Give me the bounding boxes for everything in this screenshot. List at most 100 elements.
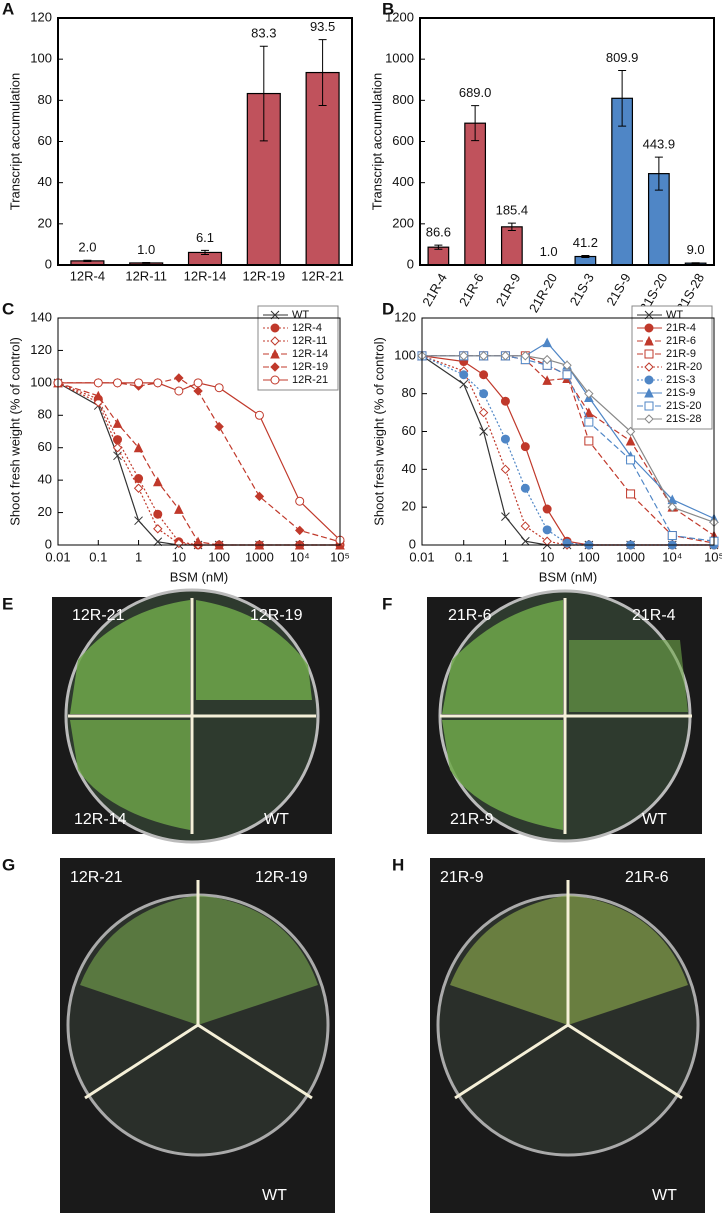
value-label: 185.4 [496, 203, 529, 218]
marker [667, 502, 677, 512]
error-bar [618, 70, 627, 127]
photo-label: WT [652, 1187, 677, 1204]
y-tick-label: 0 [409, 536, 416, 551]
marker [479, 389, 489, 399]
y-tick-label: 100 [30, 51, 52, 66]
marker [134, 516, 143, 526]
value-label: 689.0 [459, 85, 492, 100]
x-tick-label: 12R-4 [70, 268, 105, 283]
marker [501, 512, 510, 521]
legend-label: WT [666, 309, 683, 321]
legend-marker [644, 401, 654, 411]
legend-label: 12R-14 [292, 348, 328, 360]
value-label: 1.0 [540, 244, 558, 259]
marker [153, 537, 163, 547]
marker [584, 407, 594, 418]
marker [542, 504, 552, 514]
marker [93, 378, 103, 388]
legend-label: 21S-9 [666, 387, 695, 399]
seedlings [80, 895, 198, 1025]
legend-label: 21R-20 [666, 361, 702, 373]
chart-panel: B Transcript accumulation 0 200 400 600 800 100… [369, 0, 715, 315]
plot-frame [57, 17, 353, 266]
y-tick-label: 100 [30, 374, 52, 389]
seedlings [450, 895, 568, 1025]
marker [113, 378, 123, 388]
legend-marker [644, 414, 654, 424]
seedlings [442, 720, 563, 830]
marker [214, 421, 224, 432]
x-tick-label: 0.01 [45, 549, 70, 564]
plot-frame [419, 17, 715, 266]
marker [134, 378, 144, 388]
marker [214, 383, 224, 393]
y-tick-label: 60 [38, 439, 52, 454]
y-tick-label: 120 [30, 342, 52, 357]
panel-letter: A [2, 0, 14, 18]
photo-label: 21R-9 [450, 811, 494, 828]
legend-label: 12R-21 [292, 374, 328, 386]
y-tick-label: 80 [38, 407, 52, 422]
y-axis-label: Transcript accumulation [7, 73, 22, 211]
x-tick-label: 21R-20 [526, 271, 560, 315]
value-label: 41.2 [573, 235, 598, 250]
marker [133, 483, 144, 493]
x-tick-label: 21S-9 [603, 271, 633, 309]
divider [454, 1023, 569, 1100]
legend-label: 21R-9 [666, 348, 696, 360]
legend-label: 12R-19 [292, 361, 328, 373]
divider [567, 1023, 683, 1100]
panel-letter: G [2, 855, 15, 874]
legend: WT21R-421R-621R-921R-2021S-321S-921S-202… [631, 305, 713, 430]
marker [153, 524, 163, 534]
error-bar [434, 244, 443, 250]
bar [427, 246, 450, 266]
marker [542, 375, 552, 385]
marker [152, 476, 163, 487]
marker [500, 351, 511, 361]
marker [520, 521, 531, 531]
seedlings [70, 600, 190, 714]
marker [459, 379, 469, 389]
bar [464, 122, 487, 266]
marker [193, 536, 203, 547]
seedlings [569, 640, 688, 712]
y-axis-label: Shoot fresh weight (% of control) [7, 337, 22, 526]
photo-label: 21R-6 [448, 607, 492, 624]
marker [626, 489, 636, 499]
legend-box [257, 305, 339, 391]
marker [174, 373, 184, 383]
marker [174, 538, 184, 549]
marker [153, 378, 163, 388]
marker [479, 370, 489, 380]
marker [93, 390, 104, 401]
plot-frame [57, 317, 341, 546]
y-tick-label: 140 [30, 309, 52, 324]
chart-panel: A Transcript accumulation 0 20 40 60 80 100 120 2… [2, 0, 353, 283]
marker [626, 455, 636, 465]
legend-marker [644, 335, 654, 346]
panel-letter: E [2, 594, 13, 613]
y-tick-label: 1200 [385, 9, 414, 24]
photo-f: F 21R-6 21R-4 21R-9 WT [382, 589, 702, 843]
error-bar [318, 39, 327, 106]
y-tick-label: 100 [394, 347, 416, 362]
panel-letter: H [392, 855, 404, 874]
marker [254, 410, 264, 420]
marker [500, 396, 510, 406]
y-tick-label: 800 [392, 92, 414, 107]
marker [459, 370, 469, 380]
marker [584, 417, 594, 427]
value-label: 93.5 [310, 19, 335, 34]
y-tick-label: 80 [38, 92, 52, 107]
legend-marker [644, 375, 654, 385]
plot-frame [421, 317, 715, 546]
legend-marker [644, 323, 654, 333]
seedlings [196, 600, 312, 700]
error-bar [691, 262, 700, 265]
error-bar [201, 249, 209, 256]
x-tick-label: 21R-6 [456, 271, 487, 309]
x-tick-label: 1000 [616, 549, 645, 564]
marker [562, 370, 572, 380]
